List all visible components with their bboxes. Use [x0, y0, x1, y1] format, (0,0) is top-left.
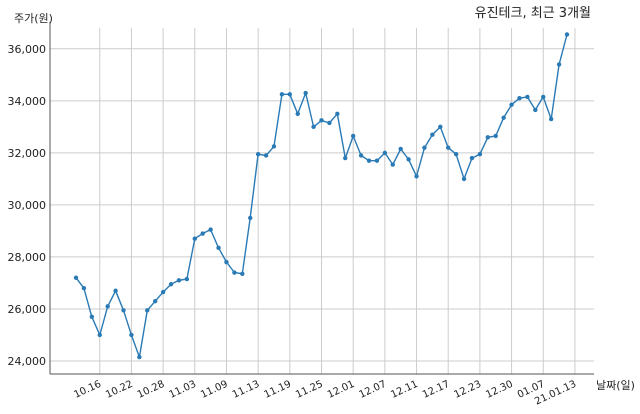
axes [49, 22, 594, 375]
data-point [564, 32, 570, 37]
data-point [525, 94, 530, 100]
data-point [105, 304, 110, 309]
data-point [73, 275, 79, 280]
data-point [279, 92, 285, 97]
data-point [493, 133, 498, 139]
data-point [469, 155, 475, 161]
y-axis-label: 주가(원) [14, 12, 53, 25]
x-tick-label: 11.03 [167, 379, 198, 401]
data-point [382, 150, 388, 156]
y-tick-label: 32,000 [8, 147, 47, 160]
x-tick-label: 12.17 [421, 379, 452, 401]
data-point [319, 118, 324, 123]
x-tick-label: 10.16 [72, 379, 103, 401]
data-point [358, 153, 364, 158]
data-point [303, 90, 308, 96]
data-point [145, 308, 150, 313]
data-point [152, 298, 158, 304]
x-tick-label: 12.23 [453, 379, 484, 401]
data-point [430, 132, 435, 137]
data-point [501, 115, 506, 120]
x-tick-labels: 10.16 10.22 10.28 11.03 11.09 11.13 11.19 11.25… [72, 379, 578, 408]
x-tick-label: 12.01 [326, 379, 357, 401]
data-point [327, 120, 332, 126]
data-point [240, 271, 245, 277]
data-point [121, 308, 126, 313]
data-point [295, 111, 300, 117]
chart-title: 유진테크, 최근 3개월 [475, 6, 591, 21]
data-point [184, 276, 190, 282]
data-point [533, 107, 538, 113]
x-tick-label: 11.19 [262, 379, 293, 401]
data-point [343, 155, 348, 161]
x-tick-label: 11.25 [294, 379, 325, 401]
data-point [335, 111, 340, 117]
data-point [263, 153, 269, 158]
data-point [97, 332, 102, 338]
data-point [311, 124, 316, 130]
data-point [453, 151, 459, 157]
data-point [248, 215, 253, 221]
data-point [477, 151, 483, 157]
data-point [129, 332, 134, 338]
data-point [271, 144, 277, 149]
price-series [73, 32, 570, 360]
data-point [541, 94, 546, 100]
data-point [160, 289, 166, 295]
data-point [192, 236, 197, 241]
data-point [446, 145, 451, 150]
x-tick-label: 12.30 [484, 379, 515, 401]
x-axis-label: 날짜(일) [596, 378, 635, 392]
data-point [81, 285, 87, 291]
x-tick-label: 12.11 [389, 379, 420, 401]
data-point [406, 157, 411, 162]
data-point [287, 92, 293, 97]
y-tick-labels: 24,000 26,000 28,000 30,000 32,000 34,000 36,0… [8, 43, 47, 368]
y-tick-label: 34,000 [8, 95, 47, 108]
y-tick-label: 30,000 [8, 199, 47, 212]
x-tick-label: 10.28 [136, 379, 167, 401]
data-point [216, 245, 221, 251]
x-tick-label: 11.09 [199, 379, 230, 401]
data-point [422, 145, 427, 150]
y-tick-label: 24,000 [8, 355, 47, 368]
data-point [390, 162, 395, 167]
y-tick-label: 36,000 [8, 43, 47, 56]
x-tick-label: 10.22 [104, 379, 135, 401]
data-point [176, 278, 182, 283]
y-tick-label: 28,000 [8, 251, 47, 264]
data-point [414, 174, 419, 179]
data-point [438, 124, 443, 130]
data-point [485, 135, 491, 140]
data-point [517, 96, 522, 101]
data-point [398, 146, 403, 152]
data-point [232, 270, 237, 275]
data-point [374, 158, 380, 163]
data-point [208, 227, 213, 232]
grid [50, 28, 594, 374]
data-point [556, 62, 562, 67]
data-point [461, 176, 467, 182]
data-point [548, 116, 554, 122]
data-point [224, 259, 229, 265]
data-point [200, 231, 205, 236]
data-point [255, 151, 261, 157]
y-tick-label: 26,000 [8, 303, 47, 316]
data-point [89, 314, 95, 319]
data-point [113, 288, 118, 293]
data-point [509, 102, 514, 107]
data-point [168, 282, 174, 287]
data-point [350, 133, 356, 139]
data-point [137, 354, 142, 360]
data-point [366, 158, 372, 163]
x-tick-label: 12.07 [358, 379, 389, 401]
x-tick-label: 11.13 [231, 379, 262, 401]
